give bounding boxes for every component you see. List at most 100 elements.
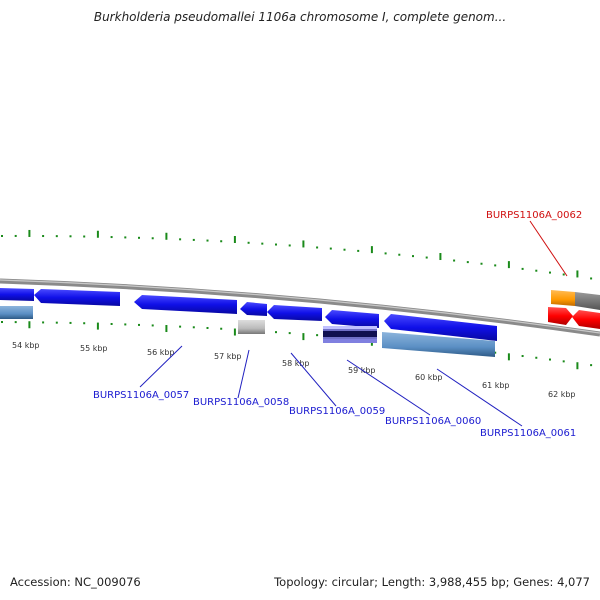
minor-tick [42, 321, 45, 324]
minor-tick [590, 364, 593, 367]
leader-line-0057 [139, 345, 183, 388]
minor-tick [535, 356, 538, 359]
minor-tick [220, 240, 223, 243]
minor-tick [275, 243, 277, 246]
scale-label: 60 kbp [415, 373, 443, 382]
gene-arrow-0056[interactable] [34, 289, 120, 306]
minor-tick [110, 322, 113, 325]
minor-tick [466, 261, 469, 264]
gene-arrow-0059[interactable] [267, 305, 322, 321]
minor-tick [192, 238, 195, 241]
minor-tick [549, 358, 551, 361]
feature-0059-striped[interactable] [323, 326, 377, 343]
minor-tick [14, 321, 17, 324]
minor-tick [521, 355, 524, 358]
minor-tick [247, 241, 250, 244]
major-tick [96, 322, 99, 330]
feature-0058-gray[interactable] [238, 320, 265, 334]
minor-tick [179, 238, 182, 241]
major-tick [439, 253, 442, 261]
minor-tick [110, 236, 113, 239]
major-tick [233, 235, 236, 243]
gene-arrow-0058[interactable] [240, 302, 267, 316]
minor-tick [1, 234, 3, 237]
minor-tick [357, 249, 360, 252]
gene-label-0059[interactable]: BURPS1106A_0059 [289, 406, 385, 417]
minor-tick [192, 326, 195, 329]
minor-tick [494, 351, 497, 354]
minor-tick [14, 234, 17, 237]
major-tick [28, 229, 31, 237]
major-tick [507, 353, 510, 361]
gene-label-0057[interactable]: BURPS1106A_0057 [93, 390, 189, 401]
minor-tick [412, 255, 414, 258]
minor-tick [562, 273, 565, 276]
minor-tick [206, 326, 209, 329]
gene-arrow-0060[interactable] [325, 310, 379, 328]
minor-tick [316, 334, 319, 337]
major-tick [165, 232, 168, 240]
gene-arrow-0062[interactable] [548, 307, 573, 325]
minor-tick [549, 271, 551, 274]
scale-label: 62 kbp [548, 390, 576, 399]
minor-tick [261, 242, 264, 245]
minor-tick [83, 322, 86, 325]
minor-tick [1, 321, 3, 324]
scale-label: 54 kbp [12, 341, 40, 350]
minor-tick [398, 253, 401, 256]
major-tick [233, 328, 236, 336]
major-tick [302, 333, 305, 341]
minor-tick [453, 259, 456, 262]
minor-tick [83, 235, 86, 238]
chromosome-backbone-highlight [0, 279, 600, 334]
minor-tick [69, 235, 72, 238]
minor-tick [329, 247, 332, 250]
feature-0060-steelblue[interactable] [382, 332, 495, 357]
gene-label-0060[interactable]: BURPS1106A_0060 [385, 416, 481, 427]
major-tick [370, 246, 373, 254]
gene-arrow-0057[interactable] [134, 295, 237, 314]
major-tick [302, 240, 305, 248]
major-tick [576, 362, 579, 370]
major-tick [28, 321, 31, 329]
leader-line-0058 [237, 349, 250, 399]
gene-block-0062-gray[interactable] [575, 292, 600, 310]
leader-line-0061 [436, 368, 523, 427]
major-tick [165, 325, 168, 333]
minor-tick [206, 239, 209, 242]
minor-tick [521, 267, 524, 270]
major-tick [507, 261, 510, 269]
minor-tick [343, 248, 346, 251]
scale-label: 55 kbp [80, 344, 108, 353]
major-tick [576, 270, 579, 278]
gene-arrow-0063[interactable] [572, 310, 600, 329]
minor-tick [288, 244, 291, 247]
minor-tick [494, 264, 497, 267]
scale-label: 61 kbp [482, 381, 510, 390]
map-title: Burkholderia pseudomallei 1106a chromoso… [93, 10, 507, 24]
scale-label: 57 kbp [214, 352, 242, 361]
gene-label-0062[interactable]: BURPS1106A_0062 [486, 210, 582, 221]
minor-tick [69, 321, 72, 324]
leader-line-0060 [346, 359, 431, 416]
gene-block-0062-orange[interactable] [551, 290, 575, 306]
gene-label-0061[interactable]: BURPS1106A_0061 [480, 428, 576, 439]
major-tick [96, 230, 99, 238]
leader-line-0062 [529, 220, 568, 277]
minor-tick [55, 321, 58, 324]
feature-left-edge-steelblue[interactable] [0, 306, 33, 319]
minor-tick [480, 262, 483, 265]
minor-tick [55, 235, 58, 238]
minor-tick [590, 277, 593, 280]
gene-arrow-left-edge[interactable] [0, 288, 34, 301]
minor-tick [535, 269, 538, 272]
scale-label: 56 kbp [147, 348, 175, 357]
accession-text: Accession: NC_009076 [10, 575, 141, 589]
gene-label-0058[interactable]: BURPS1106A_0058 [193, 397, 289, 408]
minor-tick [316, 246, 319, 249]
gene-arrow-0061[interactable] [384, 314, 497, 341]
minor-tick [562, 360, 565, 363]
minor-tick [275, 331, 277, 334]
upper-tick-ring [1, 229, 593, 280]
